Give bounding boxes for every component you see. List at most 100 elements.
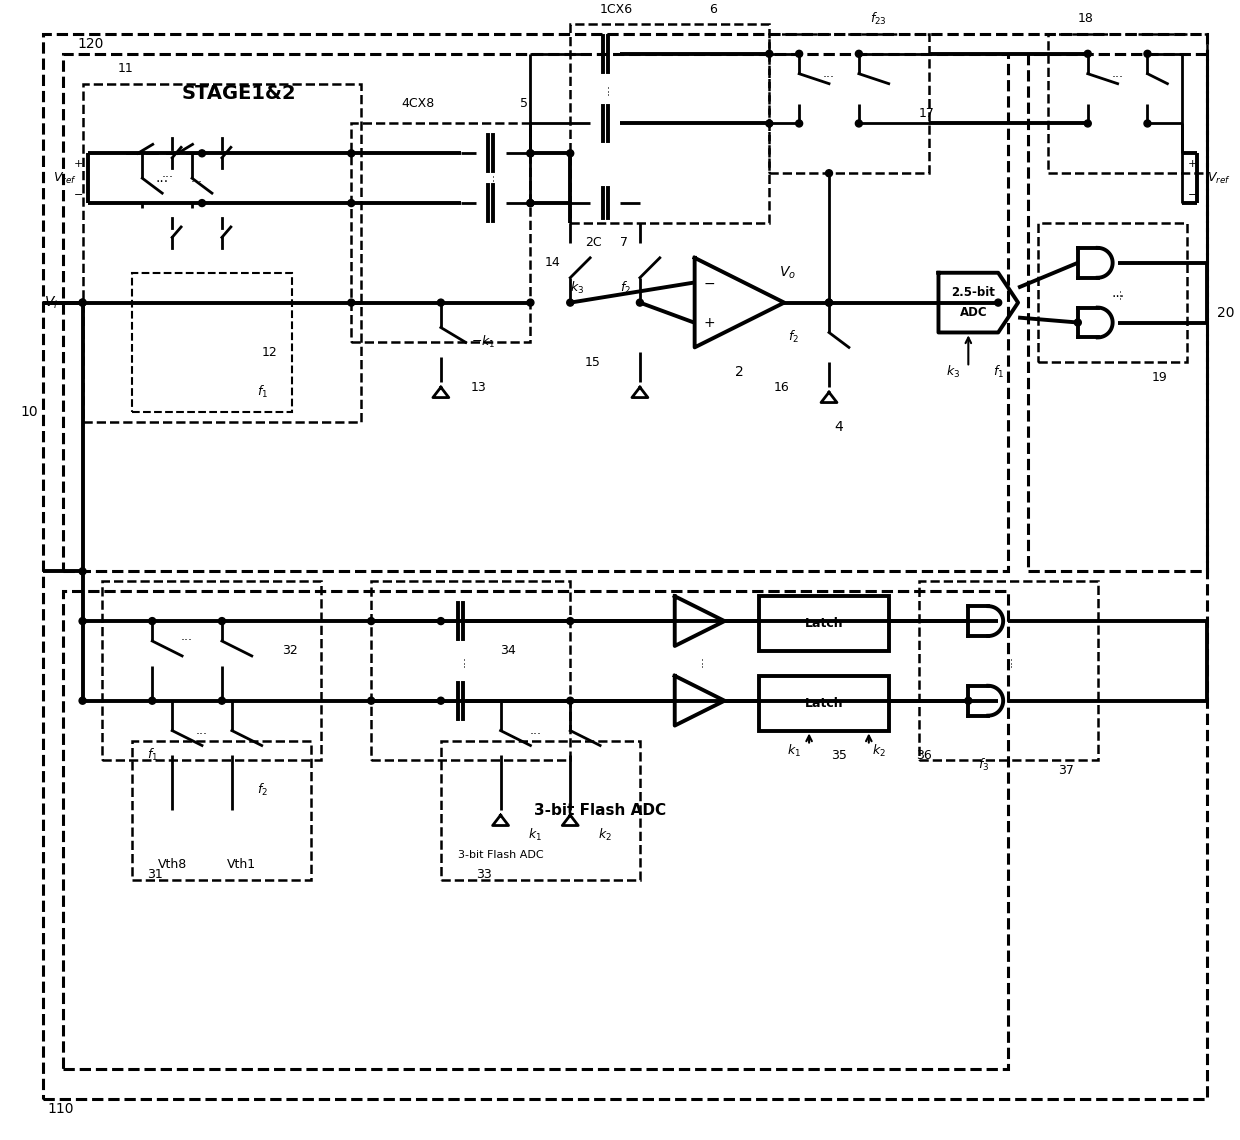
Circle shape	[218, 698, 226, 705]
Text: $k_2$: $k_2$	[872, 742, 885, 758]
Text: 12: 12	[262, 345, 278, 359]
Circle shape	[826, 299, 832, 307]
Text: $V_{ref}$: $V_{ref}$	[1208, 171, 1231, 186]
Circle shape	[438, 299, 444, 307]
Text: 36: 36	[915, 749, 931, 762]
Text: $+$: $+$	[1187, 157, 1198, 169]
Text: ...: ...	[693, 654, 706, 667]
Circle shape	[347, 149, 355, 157]
Circle shape	[79, 698, 86, 705]
Text: ...: ...	[454, 654, 467, 667]
Text: 110: 110	[47, 1101, 74, 1116]
Bar	[759, 596, 889, 651]
Text: 4CX8: 4CX8	[401, 97, 434, 111]
Text: 33: 33	[476, 869, 491, 881]
Text: ...: ...	[599, 82, 611, 95]
Text: ...: ...	[1111, 67, 1123, 80]
Circle shape	[965, 698, 972, 705]
Circle shape	[567, 618, 574, 625]
Text: $k_1$: $k_1$	[528, 826, 542, 844]
Text: $+$: $+$	[703, 316, 714, 329]
Text: $f_{23}$: $f_{23}$	[870, 11, 887, 27]
Text: 10: 10	[20, 405, 37, 420]
Text: 31: 31	[148, 869, 162, 881]
Circle shape	[1084, 50, 1091, 57]
Bar	[759, 676, 889, 731]
Circle shape	[567, 149, 574, 157]
Text: 13: 13	[471, 381, 486, 393]
Text: $k_2$: $k_2$	[598, 826, 613, 844]
Text: $f_1$: $f_1$	[146, 748, 157, 764]
Circle shape	[1145, 50, 1151, 57]
Text: 19: 19	[1152, 370, 1167, 384]
Text: $f_2$: $f_2$	[620, 279, 631, 295]
Text: ...: ...	[191, 172, 203, 185]
Text: 2.5-bit: 2.5-bit	[951, 286, 996, 299]
Circle shape	[826, 299, 832, 307]
Text: 17: 17	[919, 107, 935, 120]
Circle shape	[527, 200, 534, 206]
Text: 34: 34	[501, 644, 516, 658]
Text: ...: ...	[1002, 654, 1014, 667]
Text: STAGE1&2: STAGE1&2	[182, 84, 296, 103]
Circle shape	[79, 568, 86, 575]
Text: 14: 14	[544, 256, 560, 269]
Circle shape	[1084, 120, 1091, 127]
Circle shape	[856, 50, 862, 57]
Text: 37: 37	[1058, 764, 1074, 776]
Text: 20: 20	[1218, 306, 1235, 319]
Text: $-k_1$: $-k_1$	[471, 334, 495, 350]
Text: 18: 18	[1078, 13, 1094, 25]
Circle shape	[79, 299, 86, 307]
Circle shape	[636, 299, 644, 307]
Circle shape	[1145, 120, 1151, 127]
Circle shape	[766, 120, 773, 127]
Text: 2C: 2C	[585, 236, 601, 250]
Text: 15: 15	[584, 356, 600, 369]
Text: ...: ...	[484, 172, 497, 185]
Text: $-$: $-$	[1187, 188, 1198, 198]
Text: 32: 32	[281, 644, 298, 658]
Text: $f_2$: $f_2$	[789, 329, 799, 345]
Circle shape	[856, 120, 862, 127]
Text: $k_3$: $k_3$	[946, 364, 961, 381]
Text: $-$: $-$	[72, 188, 83, 198]
Text: ...: ...	[823, 67, 835, 80]
Text: 11: 11	[118, 63, 133, 75]
Text: $V_i$: $V_i$	[43, 294, 58, 311]
Text: $f_1$: $f_1$	[257, 384, 268, 400]
Circle shape	[796, 50, 802, 57]
Text: 6: 6	[709, 2, 718, 16]
Circle shape	[438, 698, 444, 705]
Text: ...: ...	[161, 166, 174, 180]
Text: $k_1$: $k_1$	[787, 742, 801, 758]
Text: ...: ...	[181, 629, 193, 643]
Text: 2: 2	[735, 365, 744, 380]
Text: $V_o$: $V_o$	[779, 264, 796, 280]
Text: $+$: $+$	[72, 157, 83, 169]
Circle shape	[79, 299, 86, 307]
Circle shape	[766, 50, 773, 57]
Text: ...: ...	[1111, 286, 1125, 300]
Circle shape	[994, 299, 1002, 307]
Text: 1CX6: 1CX6	[600, 2, 634, 16]
Circle shape	[826, 170, 832, 177]
Text: Latch: Latch	[805, 617, 843, 630]
Circle shape	[149, 618, 156, 625]
Circle shape	[567, 698, 574, 705]
Circle shape	[149, 698, 156, 705]
Text: ADC: ADC	[960, 306, 987, 319]
Text: ...: ...	[196, 724, 208, 738]
Circle shape	[218, 618, 226, 625]
Circle shape	[527, 149, 534, 157]
Circle shape	[438, 618, 444, 625]
Text: $f_3$: $f_3$	[977, 757, 988, 773]
Circle shape	[1074, 319, 1081, 326]
Text: $V_{ref}$: $V_{ref}$	[53, 171, 77, 186]
Circle shape	[368, 698, 374, 705]
Circle shape	[198, 200, 206, 206]
Circle shape	[527, 149, 534, 157]
Text: $-$: $-$	[703, 276, 714, 290]
Text: ...: ...	[1111, 286, 1125, 299]
Text: Vth8: Vth8	[157, 858, 187, 871]
